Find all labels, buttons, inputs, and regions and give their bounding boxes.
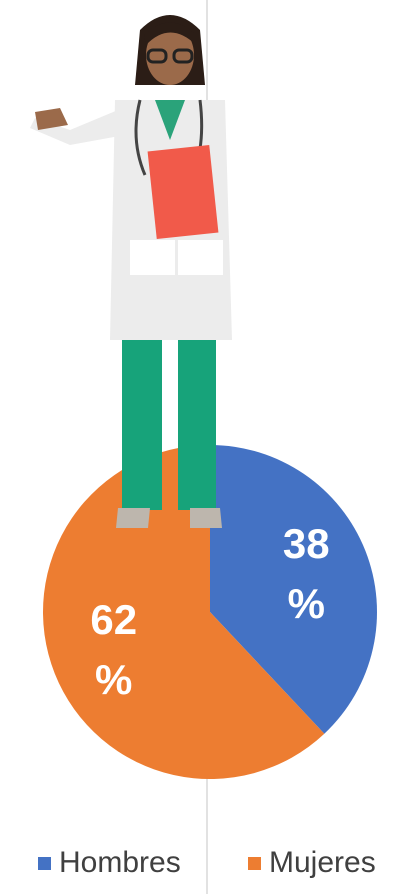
page: 38 % 62 % Hombres Mujeres xyxy=(0,0,410,894)
legend-swatch xyxy=(38,857,51,870)
legend-label: Hombres xyxy=(59,846,181,880)
legend-swatch xyxy=(248,857,261,870)
data-label: 62 % xyxy=(79,590,149,710)
legend-label: Mujeres xyxy=(269,846,376,880)
legend-item: Mujeres xyxy=(248,846,376,880)
doctor-illustration xyxy=(30,15,232,528)
chart xyxy=(0,0,410,894)
data-label: 38 % xyxy=(271,514,341,634)
legend-item: Hombres xyxy=(38,846,181,880)
